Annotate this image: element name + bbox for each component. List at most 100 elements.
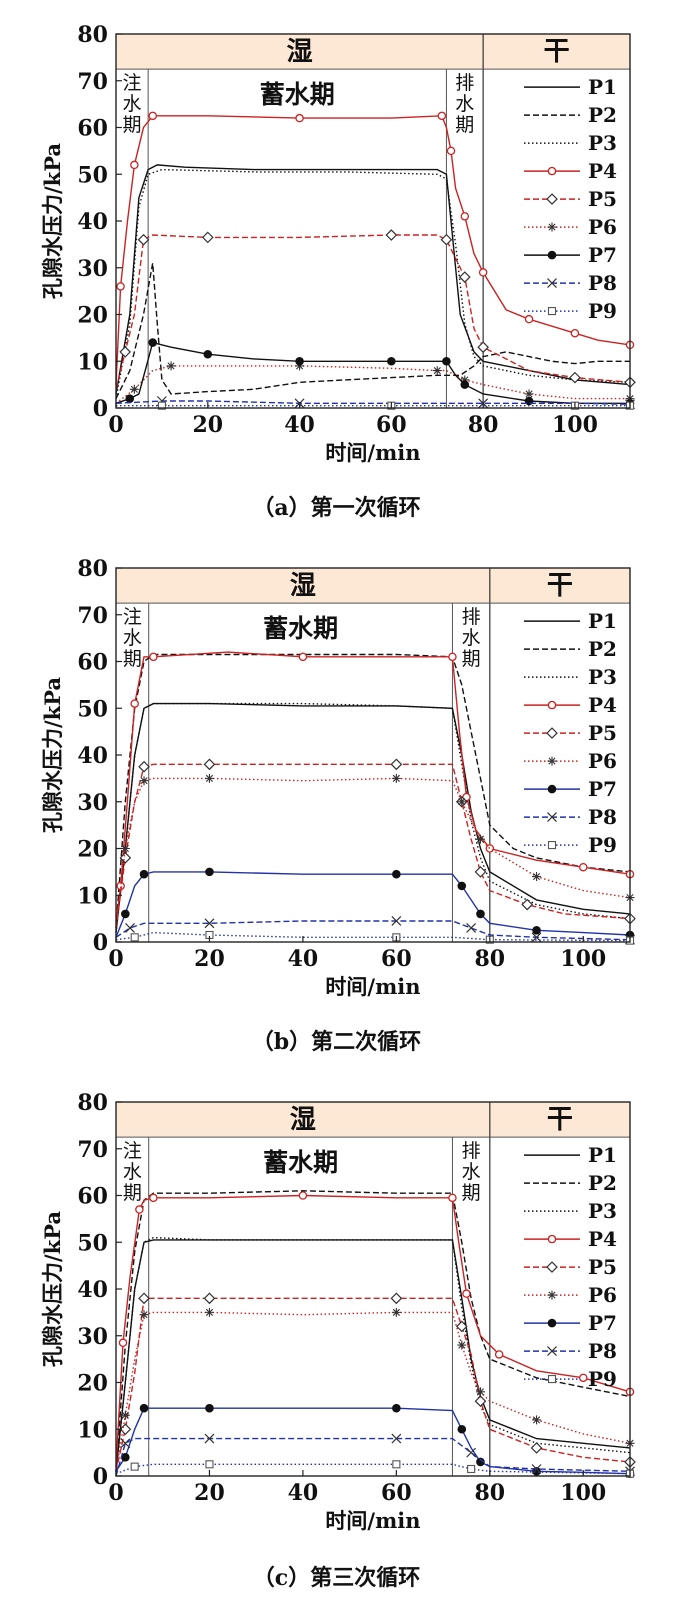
drain-phase-char-a-0: 排 [455, 72, 474, 94]
series-line-c-P2 [115, 1190, 631, 1472]
series-c-P5 [115, 1292, 636, 1472]
data-point-c-P9-5 [392, 1460, 401, 1469]
data-point-a-P5-5 [201, 231, 214, 244]
data-point-c-P5-9 [455, 1320, 468, 1333]
x-tick-label-c-0: 0 [108, 1480, 123, 1506]
data-point-c-P9-7 [467, 1464, 476, 1474]
data-point-c-P5-11 [474, 1395, 487, 1408]
x-tick-label-c-80: 80 [475, 1480, 506, 1506]
y-axis-label-b: 孔隙水压力/kPa [40, 677, 65, 833]
data-point-c-P8-3 [204, 1433, 215, 1444]
y-tick-label-c-60: 60 [77, 1184, 108, 1210]
store-phase-label-a: 蓄水期 [260, 80, 335, 109]
legend-item-a-P4: P4 [524, 159, 617, 183]
y-axis-label-c: 孔隙水压力/kPa [40, 1211, 65, 1367]
x-tick-label-a-100: 100 [552, 412, 598, 438]
series-line-a-P4 [115, 115, 631, 385]
legend-item-b-P4: P4 [524, 693, 617, 717]
series-c-P3 [115, 1236, 631, 1472]
legend-label-c-P9: P9 [588, 1367, 617, 1391]
data-point-c-P6-1 [120, 1410, 130, 1420]
data-point-c-P7-7 [392, 1403, 401, 1413]
legend-item-c-P6: P6 [524, 1283, 617, 1307]
legend-marker-a-P6 [547, 222, 557, 232]
data-point-b-P8-5 [391, 916, 402, 926]
legend-label-c-P6: P6 [588, 1283, 617, 1307]
y-tick-label-a-20: 20 [77, 303, 108, 329]
legend-item-c-P7: P7 [524, 1311, 617, 1335]
fill-phase-char-a-1: 水 [123, 93, 142, 115]
caption-a: （a）第一次循环 [252, 495, 421, 521]
legend-marker-a-P7 [547, 250, 557, 260]
x-tick-label-a-80: 80 [468, 412, 499, 438]
data-point-c-P4-3 [135, 1205, 144, 1214]
data-point-b-P4-5 [149, 652, 158, 662]
legend-label-a-P6: P6 [588, 215, 617, 239]
data-point-c-P7-9 [457, 1424, 467, 1434]
legend-item-a-P1: P1 [524, 75, 617, 99]
data-point-c-P6-5 [204, 1307, 214, 1317]
drain-phase-char-b-0: 排 [462, 606, 481, 628]
series-line-a-P3 [115, 168, 631, 399]
legend-marker-c-P9 [547, 1375, 557, 1384]
data-point-a-P6-9 [460, 375, 470, 385]
data-point-c-P8-5 [391, 1433, 402, 1444]
series-line-b-P9 [115, 931, 631, 942]
series-b-P4 [115, 651, 635, 924]
y-tick-label-c-20: 20 [77, 1371, 108, 1397]
data-point-a-P4-3 [130, 160, 139, 170]
data-point-b-P5-13 [521, 898, 534, 911]
legend-item-b-P6: P6 [524, 749, 617, 773]
data-point-a-P7-13 [460, 380, 470, 389]
data-point-b-P4-3 [130, 699, 139, 708]
y-tick-label-a-10: 10 [77, 349, 108, 375]
data-point-c-P5-13 [530, 1442, 543, 1454]
data-point-b-P7-5 [205, 867, 214, 877]
data-point-a-P4-15 [478, 268, 488, 277]
x-tick-label-b-0: 0 [108, 946, 123, 972]
series-a-P5 [115, 229, 636, 390]
data-point-c-P4-13 [494, 1350, 504, 1359]
fill-phase-char-b-2: 期 [123, 648, 142, 670]
legend-item-b-P2: P2 [524, 637, 617, 661]
data-point-b-P4-13 [485, 844, 495, 853]
legend-label-a-P4: P4 [588, 159, 617, 183]
y-tick-label-b-0: 0 [93, 930, 108, 956]
data-point-c-P8-9 [531, 1464, 542, 1474]
data-point-b-P5-7 [390, 758, 403, 771]
data-point-c-P6-7 [391, 1307, 401, 1317]
x-tick-label-a-60: 60 [376, 412, 407, 438]
data-point-a-P6-1 [129, 384, 139, 394]
x-axis-label-a: 时间/min [325, 440, 420, 465]
x-tick-label-c-100: 100 [560, 1480, 606, 1506]
series-b-P5 [115, 758, 636, 929]
wet-dry-band-c [116, 1102, 630, 1138]
data-point-b-P5-5 [203, 758, 216, 771]
x-tick-label-a-40: 40 [284, 412, 315, 438]
y-tick-label-c-30: 30 [77, 1324, 108, 1350]
series-line-b-P6 [115, 777, 631, 929]
series-line-b-P1 [115, 702, 631, 933]
y-tick-label-c-40: 40 [77, 1277, 108, 1303]
legend-marker-a-P5 [546, 193, 558, 205]
chart-panel-a: 湿 干注水期 蓄水期 排水期 0 10 20 30 40 50 60 70 80 0 20 40 60 80 100… [0, 0, 673, 534]
x-tick-label-c-40: 40 [288, 1480, 319, 1506]
data-point-b-P4-7 [298, 652, 308, 662]
data-point-b-P7-3 [139, 869, 149, 879]
legend-label-b-P7: P7 [588, 777, 617, 801]
drain-phase-char-c-2: 期 [462, 1182, 481, 1204]
data-point-a-P4-9 [437, 111, 447, 121]
data-point-b-P6-7 [391, 773, 401, 783]
y-tick-label-b-80: 80 [77, 556, 108, 582]
data-point-c-P8-7 [466, 1447, 477, 1458]
data-point-a-P4-1 [116, 282, 125, 291]
dry-label-b: 干 [547, 571, 573, 601]
data-point-b-P6-13 [532, 872, 542, 882]
legend-label-a-P7: P7 [588, 243, 617, 267]
y-tick-label-c-10: 10 [77, 1417, 108, 1443]
series-line-a-P8 [115, 400, 631, 405]
series-b-P6 [115, 773, 635, 929]
x-tick-label-c-60: 60 [381, 1480, 412, 1506]
data-point-a-P7-3 [148, 338, 158, 347]
